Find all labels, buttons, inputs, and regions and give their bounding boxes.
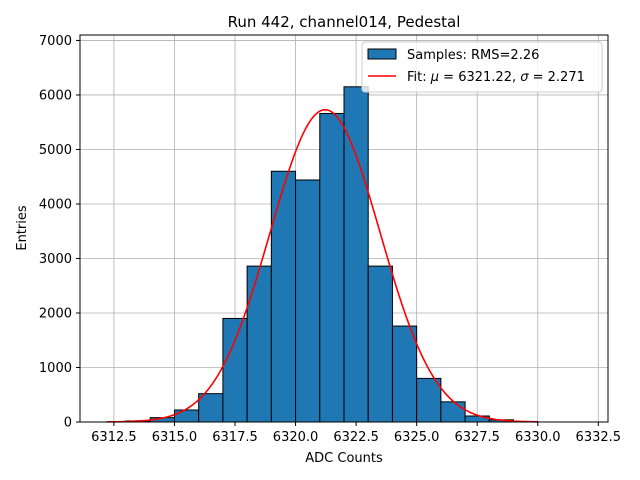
y-tick-label: 3000 [39, 252, 72, 267]
x-tick-label: 6330.0 [515, 430, 561, 445]
x-tick-label: 6320.0 [273, 430, 319, 445]
legend-box [361, 41, 603, 93]
x-tick-label: 6317.5 [212, 430, 258, 445]
histogram-bar [295, 179, 321, 423]
x-tick-label: 6312.5 [91, 430, 137, 445]
plot-frame [79, 34, 609, 423]
x-axis-label: ADC Counts [305, 451, 383, 466]
histogram-bar [440, 401, 466, 423]
histogram-bar [270, 170, 297, 423]
histogram-bar [222, 317, 248, 423]
y-tick-label: 6000 [39, 88, 72, 103]
legend-label-fit: Fit: μ = 6321.22, σ = 2.271 [407, 70, 585, 85]
legend-label-samples: Samples: RMS=2.26 [407, 48, 539, 63]
legend-fit-sigma-symbol: σ [520, 70, 529, 85]
legend-fit-mu-text: = 6321.22, [439, 70, 520, 85]
histogram-bar [367, 265, 393, 423]
legend: Samples: RMS=2.26 Fit: μ = 6321.22, σ = … [361, 41, 603, 93]
x-tick-label: 6327.5 [454, 430, 500, 445]
histogram-bar [319, 112, 345, 423]
y-tick-label: 1000 [39, 361, 72, 376]
histogram-bar [343, 86, 369, 423]
histogram-bar [246, 265, 272, 423]
fit-curve-layer [106, 108, 538, 423]
legend-fit-sigma-text: = 2.271 [528, 70, 584, 85]
x-axis-ticks: 6312.5 6315.0 6317.5 6320.0 6322.5 6325.0 6327… [91, 422, 621, 445]
y-axis-ticks: 0 1000 2000 3000 4000 5000 6000 7000 [39, 34, 80, 431]
histogram-bar [416, 377, 442, 423]
y-tick-label: 0 [64, 416, 72, 431]
histogram-bar [391, 325, 418, 423]
legend-swatch-samples [367, 48, 397, 60]
y-tick-label: 7000 [39, 34, 72, 49]
histogram-bar [198, 393, 224, 423]
x-tick-label: 6325.0 [394, 430, 440, 445]
x-tick-label: 6322.5 [333, 430, 379, 445]
legend-fit-prefix: Fit: [407, 70, 431, 85]
x-tick-label: 6332.5 [576, 430, 622, 445]
legend-fit-mu-symbol: μ [430, 70, 439, 85]
histogram-bar [173, 409, 200, 423]
gaussian-fit-curve [106, 108, 538, 423]
x-tick-label: 6315.0 [152, 430, 198, 445]
y-tick-label: 4000 [39, 197, 72, 212]
histogram-bars [125, 86, 539, 423]
chart-title: Run 442, channel014, Pedestal [228, 13, 461, 31]
y-axis-label: Entries [15, 205, 30, 251]
y-tick-label: 5000 [39, 143, 72, 158]
y-tick-label: 2000 [39, 306, 72, 321]
